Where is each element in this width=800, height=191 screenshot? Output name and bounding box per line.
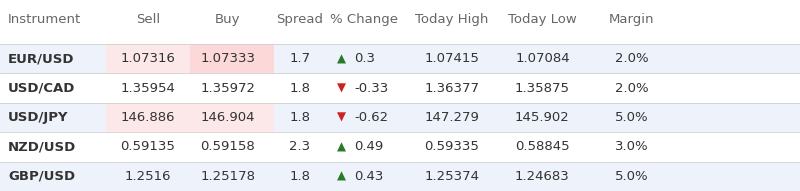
Text: 1.35875: 1.35875: [515, 82, 570, 95]
Text: % Change: % Change: [330, 13, 398, 26]
Text: 2.0%: 2.0%: [615, 82, 649, 95]
Text: Spread: Spread: [277, 13, 323, 26]
Text: 1.8: 1.8: [290, 82, 310, 95]
Text: 2.0%: 2.0%: [615, 52, 649, 65]
Text: -0.33: -0.33: [354, 82, 389, 95]
Bar: [106, 44, 198, 73]
Text: USD/JPY: USD/JPY: [8, 111, 69, 124]
Bar: [0, 44, 800, 73]
Text: 1.24683: 1.24683: [515, 170, 570, 183]
Text: 1.36377: 1.36377: [425, 82, 479, 95]
Text: 0.3: 0.3: [354, 52, 375, 65]
Text: ▲: ▲: [338, 170, 346, 183]
Text: 1.07333: 1.07333: [201, 52, 255, 65]
Text: 1.25374: 1.25374: [425, 170, 479, 183]
Text: 146.886: 146.886: [121, 111, 175, 124]
Text: 1.35972: 1.35972: [201, 82, 255, 95]
Text: 2.3: 2.3: [290, 140, 310, 153]
Text: 0.59335: 0.59335: [425, 140, 479, 153]
Text: 0.58845: 0.58845: [515, 140, 570, 153]
Text: NZD/USD: NZD/USD: [8, 140, 76, 153]
Text: 1.25178: 1.25178: [201, 170, 255, 183]
Text: 0.59158: 0.59158: [201, 140, 255, 153]
Text: 1.07084: 1.07084: [515, 52, 570, 65]
Text: 0.49: 0.49: [354, 140, 384, 153]
Text: ▲: ▲: [338, 52, 346, 65]
Text: 5.0%: 5.0%: [615, 111, 649, 124]
Text: USD/CAD: USD/CAD: [8, 82, 75, 95]
Text: 1.2516: 1.2516: [125, 170, 171, 183]
Bar: [0, 73, 800, 103]
Text: 0.59135: 0.59135: [121, 140, 175, 153]
Text: 146.904: 146.904: [201, 111, 255, 124]
Text: GBP/USD: GBP/USD: [8, 170, 75, 183]
Text: 3.0%: 3.0%: [615, 140, 649, 153]
Bar: [0, 0, 800, 38]
Text: 1.35954: 1.35954: [121, 82, 175, 95]
Bar: [0, 132, 800, 162]
Text: Instrument: Instrument: [8, 13, 82, 26]
Text: 145.902: 145.902: [515, 111, 570, 124]
Text: -0.62: -0.62: [354, 111, 389, 124]
Text: ▲: ▲: [338, 140, 346, 153]
Text: 1.8: 1.8: [290, 170, 310, 183]
Text: Buy: Buy: [215, 13, 241, 26]
Bar: [190, 103, 274, 132]
Text: 5.0%: 5.0%: [615, 170, 649, 183]
Text: 147.279: 147.279: [425, 111, 479, 124]
Text: ▼: ▼: [338, 82, 346, 95]
Bar: [190, 44, 274, 73]
Text: Today High: Today High: [415, 13, 489, 26]
Text: ▼: ▼: [338, 111, 346, 124]
Text: Margin: Margin: [610, 13, 654, 26]
Text: Today Low: Today Low: [508, 13, 577, 26]
Text: 1.07415: 1.07415: [425, 52, 479, 65]
Text: Sell: Sell: [136, 13, 160, 26]
Text: 1.7: 1.7: [290, 52, 310, 65]
Text: 0.43: 0.43: [354, 170, 384, 183]
Text: 1.07316: 1.07316: [121, 52, 175, 65]
Bar: [0, 162, 800, 191]
Bar: [0, 103, 800, 132]
Text: EUR/USD: EUR/USD: [8, 52, 74, 65]
Bar: [106, 103, 198, 132]
Text: 1.8: 1.8: [290, 111, 310, 124]
